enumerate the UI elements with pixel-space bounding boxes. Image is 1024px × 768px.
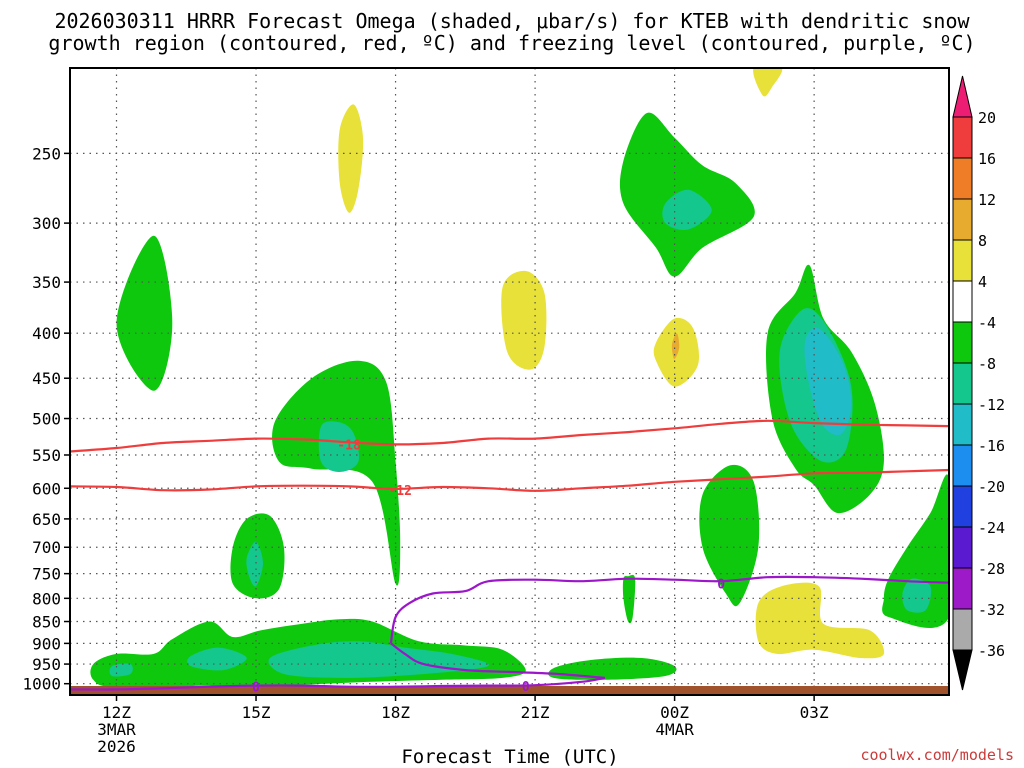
omega-region-neg8	[318, 421, 360, 472]
x-tick-label: 2026	[97, 737, 136, 756]
omega-region-4	[338, 104, 364, 213]
colorbar-tick-label: 20	[978, 109, 996, 127]
surface-band	[70, 686, 949, 695]
colorbar-band	[952, 157, 973, 200]
ground-surface-band	[70, 686, 949, 695]
colorbar-band	[952, 280, 973, 323]
freezing-level-contour-line	[389, 575, 949, 644]
omega-region-neg8	[902, 578, 932, 613]
dgz-contour-label: -12	[388, 484, 411, 499]
y-tick-label: 350	[32, 273, 61, 292]
colorbar-tick-label: 16	[978, 150, 996, 168]
colorbar-band	[952, 485, 973, 528]
colorbar-top-arrow	[952, 75, 973, 118]
temperature-contours: -18 -12 0 0 0	[70, 419, 949, 695]
y-tick-label: 450	[32, 369, 61, 388]
credit-text: coolwx.com/models	[860, 746, 1014, 764]
omega-region-neg12	[804, 327, 852, 436]
x-tick-label: 18Z	[381, 703, 410, 722]
y-tick-label: 600	[32, 479, 61, 498]
colorbar-band	[952, 198, 973, 241]
omega-region-neg8	[187, 647, 247, 671]
plot-grid	[70, 68, 949, 695]
x-tick-label: 12Z	[102, 703, 131, 722]
y-tick-label: 800	[32, 589, 61, 608]
colorbar-tick-label: -20	[978, 478, 1005, 496]
x-tick-label: 00Z	[660, 703, 689, 722]
dgz-contour-line	[70, 419, 949, 453]
y-tick-label: 250	[32, 144, 61, 163]
omega-region-4	[755, 582, 885, 659]
x-axis-label: Forecast Time (UTC)	[401, 746, 618, 768]
freezing-level-contour-label: 0	[522, 680, 530, 695]
colorbar-tick-label: -28	[978, 560, 1005, 578]
chart-title-line: 2026030311 HRRR Forecast Omega (shaded, …	[54, 9, 970, 33]
y-tick-label: 900	[32, 634, 61, 653]
x-tick-label: 15Z	[242, 703, 271, 722]
colorbar-band	[952, 321, 973, 364]
colorbar-band	[952, 403, 973, 446]
y-tick-label: 700	[32, 538, 61, 557]
chart-title-line: growth region (contoured, red, ºC) and f…	[48, 31, 975, 55]
colorbar-band	[952, 116, 973, 159]
chart-title: 2026030311 HRRR Forecast Omega (shaded, …	[48, 9, 975, 55]
colorbar-band	[952, 567, 973, 610]
colorbar-tick-label: -24	[978, 519, 1005, 537]
y-tick-label: 400	[32, 324, 61, 343]
colorbar-tick-label: -16	[978, 437, 1005, 455]
colorbar-tick-label: 4	[978, 273, 987, 291]
freezing-level-contour-line	[70, 676, 606, 691]
omega-region-neg4	[622, 574, 636, 624]
colorbar-tick-label: -36	[978, 642, 1005, 660]
colorbar-band	[952, 608, 973, 651]
x-tick-label: 3MAR	[97, 720, 136, 739]
plot-frame	[69, 67, 950, 696]
colorbar-band	[952, 444, 973, 487]
omega-region-4	[501, 270, 547, 370]
omega-colorbar: 20 16 12 8 4 -4 -8 -12 -16 -20 -24 -28 -32 -36	[952, 75, 1005, 691]
omega-region-neg8	[109, 663, 133, 677]
colorbar-tick-label: -12	[978, 396, 1005, 414]
colorbar-tick-label: -8	[978, 355, 996, 373]
y-tick-label: 950	[32, 655, 61, 674]
y-tick-label: 850	[32, 613, 61, 632]
y-tick-label: 300	[32, 214, 61, 233]
colorbar-tick-label: 8	[978, 232, 987, 250]
omega-shaded-regions	[90, 68, 949, 688]
y-axis-pressure-ticks: 250 300 350 400 450 500 550 600 650 700 750 800 850 9…	[22, 144, 70, 694]
x-tick-label: 03Z	[800, 703, 829, 722]
y-tick-label: 750	[32, 565, 61, 584]
omega-region-neg4	[272, 360, 401, 586]
y-tick-label: 1000	[22, 675, 61, 694]
y-tick-label: 550	[32, 446, 61, 465]
colorbar-tick-label: -32	[978, 601, 1005, 619]
colorbar-tick-label: 12	[978, 191, 996, 209]
omega-region-8	[671, 333, 680, 360]
x-tick-label: 4MAR	[655, 720, 694, 739]
dgz-contour-label: -18	[337, 438, 361, 453]
dgz-contour-line	[70, 468, 949, 492]
freezing-level-contour-label: 0	[252, 680, 260, 695]
colorbar-band	[952, 526, 973, 569]
omega-region-neg8	[268, 641, 489, 678]
y-tick-label: 650	[32, 510, 61, 529]
omega-region-neg4	[116, 235, 173, 391]
omega-region-neg8	[662, 189, 712, 231]
colorbar-band	[952, 239, 973, 282]
omega-region-neg4	[548, 657, 677, 680]
y-tick-label: 500	[32, 410, 61, 429]
colorbar-band	[952, 362, 973, 405]
omega-region-neg4	[882, 474, 949, 628]
freezing-level-contour-label: 0	[717, 578, 725, 593]
omega-region-neg8	[246, 541, 263, 587]
colorbar-tick-label: -4	[978, 314, 996, 332]
colorbar-bottom-arrow	[952, 649, 973, 691]
omega-region-4	[753, 68, 783, 97]
omega-region-neg4	[699, 464, 760, 607]
freezing-level-contour-line	[390, 642, 605, 679]
x-tick-label: 21Z	[521, 703, 550, 722]
